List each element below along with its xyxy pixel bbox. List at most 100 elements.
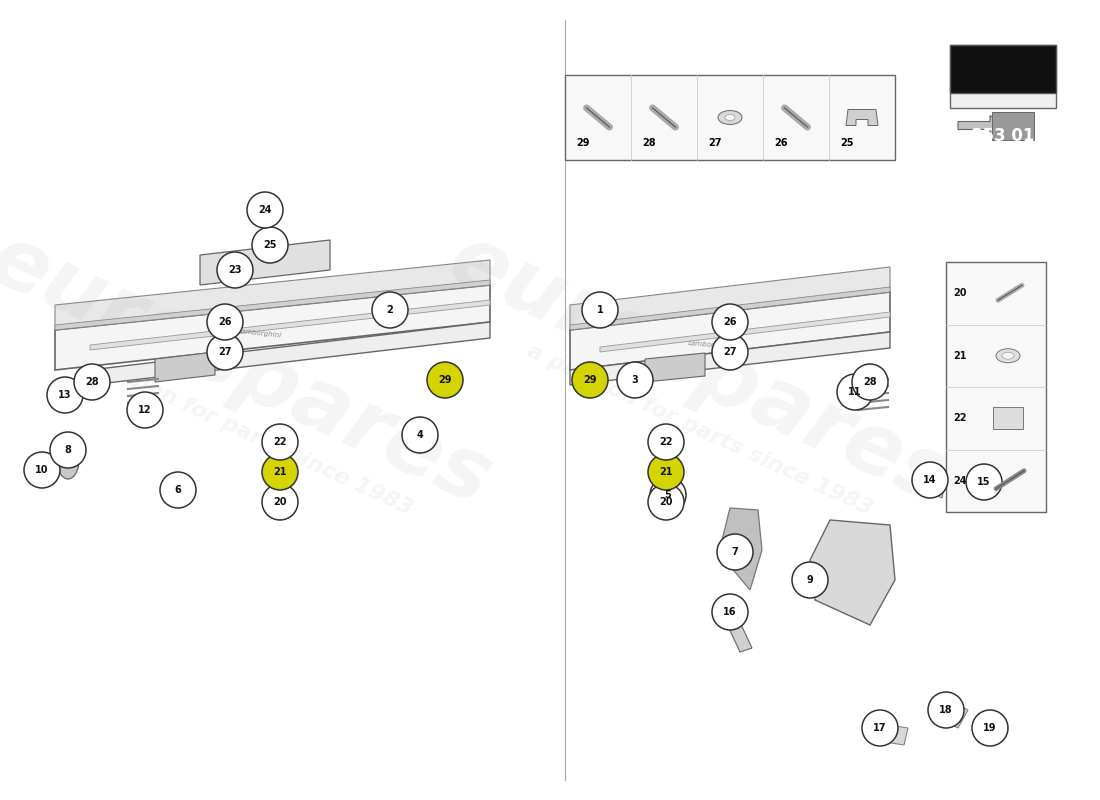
Circle shape (262, 454, 298, 490)
Text: 19: 19 (983, 723, 997, 733)
Circle shape (966, 464, 1002, 500)
Circle shape (912, 462, 948, 498)
Text: 20: 20 (954, 288, 967, 298)
Text: 27: 27 (218, 347, 232, 357)
Circle shape (648, 424, 684, 460)
Polygon shape (972, 476, 996, 494)
Circle shape (712, 304, 748, 340)
Text: 9: 9 (806, 575, 813, 585)
Circle shape (717, 534, 754, 570)
Text: 3: 3 (631, 375, 638, 385)
Polygon shape (600, 312, 890, 352)
FancyBboxPatch shape (565, 75, 895, 160)
Circle shape (650, 477, 686, 513)
FancyBboxPatch shape (946, 262, 1046, 512)
Text: a passion for parts since 1983: a passion for parts since 1983 (525, 341, 876, 519)
Text: 11: 11 (848, 387, 861, 397)
Circle shape (402, 417, 438, 453)
Polygon shape (90, 322, 490, 385)
Circle shape (928, 692, 964, 728)
Circle shape (372, 292, 408, 328)
Polygon shape (722, 508, 762, 590)
Text: 20: 20 (659, 497, 673, 507)
Text: 18: 18 (939, 705, 953, 715)
Circle shape (582, 292, 618, 328)
Text: 8: 8 (65, 445, 72, 455)
Circle shape (217, 252, 253, 288)
Text: 25: 25 (263, 240, 277, 250)
Text: 29: 29 (576, 138, 591, 148)
Circle shape (862, 710, 898, 746)
Text: 28: 28 (85, 377, 99, 387)
Text: eurospares: eurospares (0, 218, 504, 522)
Circle shape (852, 364, 888, 400)
Polygon shape (570, 332, 890, 385)
FancyBboxPatch shape (992, 111, 1034, 139)
Polygon shape (958, 115, 1005, 135)
Text: 22: 22 (273, 437, 287, 447)
Text: a passion for parts since 1983: a passion for parts since 1983 (64, 341, 416, 519)
Circle shape (24, 452, 60, 488)
Circle shape (207, 304, 243, 340)
Text: 24: 24 (258, 205, 272, 215)
Circle shape (837, 374, 873, 410)
Polygon shape (200, 240, 330, 285)
Circle shape (427, 362, 463, 398)
Text: 28: 28 (642, 138, 657, 148)
Text: 4: 4 (417, 430, 424, 440)
Ellipse shape (996, 349, 1020, 362)
Polygon shape (55, 260, 490, 330)
Polygon shape (570, 287, 890, 330)
Polygon shape (810, 520, 895, 625)
Polygon shape (942, 702, 968, 728)
Text: 22: 22 (659, 437, 673, 447)
Text: 14: 14 (923, 475, 937, 485)
Polygon shape (570, 292, 890, 370)
FancyBboxPatch shape (950, 45, 1056, 94)
Circle shape (47, 377, 82, 413)
Circle shape (248, 192, 283, 228)
Polygon shape (726, 618, 752, 652)
Circle shape (712, 334, 748, 370)
Text: 21: 21 (659, 467, 673, 477)
Text: 13: 13 (58, 390, 72, 400)
Circle shape (648, 454, 684, 490)
FancyBboxPatch shape (950, 45, 1056, 108)
Ellipse shape (725, 114, 735, 121)
Text: 25: 25 (840, 138, 855, 148)
Polygon shape (645, 353, 705, 382)
Text: 26: 26 (724, 317, 737, 327)
Text: 29: 29 (438, 375, 452, 385)
Text: 26: 26 (774, 138, 789, 148)
Ellipse shape (718, 110, 743, 125)
Text: 10: 10 (35, 465, 48, 475)
Circle shape (572, 362, 608, 398)
Polygon shape (872, 723, 908, 745)
Circle shape (207, 334, 243, 370)
Polygon shape (846, 110, 878, 126)
Text: 27: 27 (724, 347, 737, 357)
Circle shape (126, 392, 163, 428)
Polygon shape (155, 352, 214, 382)
Text: 6: 6 (175, 485, 182, 495)
Text: 15: 15 (977, 477, 991, 487)
Text: 2: 2 (386, 305, 394, 315)
Text: 12: 12 (139, 405, 152, 415)
Text: 28: 28 (864, 377, 877, 387)
Text: eurospares: eurospares (436, 218, 965, 522)
Text: 29: 29 (583, 375, 596, 385)
Circle shape (792, 562, 828, 598)
Circle shape (617, 362, 653, 398)
Text: 23: 23 (229, 265, 242, 275)
Polygon shape (50, 390, 88, 398)
Text: 5: 5 (664, 490, 671, 500)
Polygon shape (570, 267, 890, 330)
Polygon shape (90, 300, 490, 350)
Text: 853 01: 853 01 (971, 127, 1035, 145)
Polygon shape (928, 474, 946, 498)
Text: 7: 7 (732, 547, 738, 557)
Text: 21: 21 (273, 467, 287, 477)
Circle shape (262, 484, 298, 520)
Text: 21: 21 (954, 350, 967, 361)
Circle shape (252, 227, 288, 263)
